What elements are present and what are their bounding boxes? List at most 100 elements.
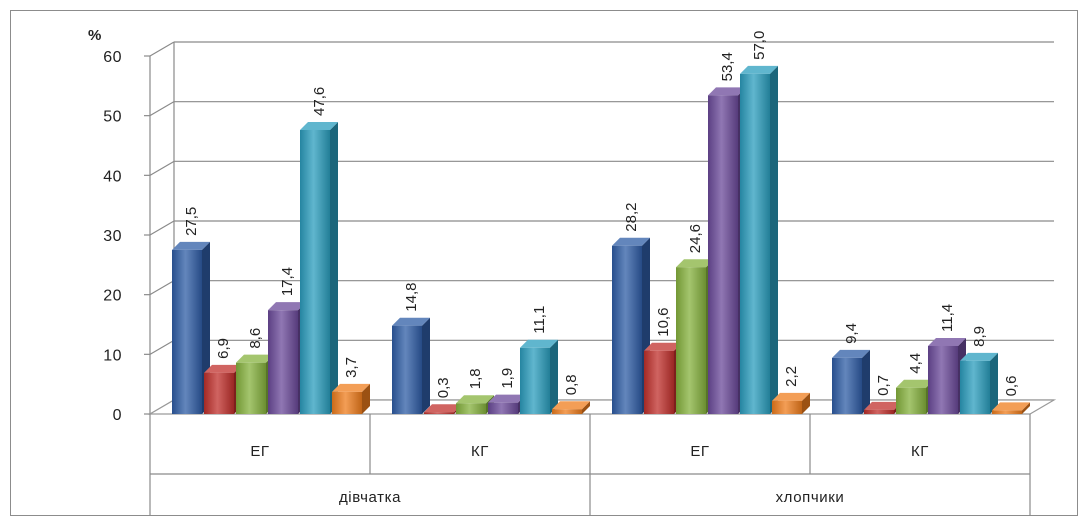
bar-top	[832, 349, 870, 358]
data-label: 0,6	[1003, 376, 1020, 397]
bar-side	[422, 317, 430, 414]
bar-front	[172, 249, 202, 414]
bar-front	[740, 73, 770, 415]
x-axis: ЕГ КГ дівчатка ЕГ КГ хлопчики	[149, 414, 1031, 516]
bar-top	[864, 401, 902, 410]
bar-front	[520, 347, 550, 414]
x-category-label: ЕГ	[250, 443, 269, 460]
x-category-label: КГ	[471, 443, 489, 460]
bar-top	[520, 339, 558, 348]
x-group-label: дівчатка	[339, 489, 401, 506]
gridline-side	[149, 220, 175, 236]
bar	[300, 121, 338, 414]
bar-side	[990, 352, 998, 414]
y-unit-label: %	[88, 27, 101, 44]
data-label: 1,8	[467, 368, 484, 389]
y-tick-label: 60	[103, 49, 122, 66]
data-label: 9,4	[843, 323, 860, 344]
data-label: 4,4	[907, 353, 924, 374]
data-label: 53,4	[719, 52, 736, 81]
bar-top	[332, 383, 370, 392]
bar-side	[550, 339, 558, 414]
bar-top	[456, 395, 494, 404]
bar-front	[676, 267, 706, 414]
bar-top	[268, 302, 306, 311]
bar-front	[300, 129, 330, 414]
bar-front	[896, 387, 926, 414]
bar	[740, 65, 778, 415]
x-group-label: хлопчики	[776, 489, 845, 506]
y-tick-label: 30	[103, 228, 122, 245]
bar-side	[1022, 402, 1030, 414]
bar-top	[612, 237, 650, 246]
data-label: 3,7	[343, 357, 360, 378]
bar	[520, 339, 558, 414]
data-label: 27,5	[183, 207, 200, 236]
bar-top	[236, 354, 274, 363]
bar-top	[172, 241, 210, 250]
bar-front	[392, 325, 422, 414]
gridline-side	[149, 101, 175, 117]
data-label: 11,4	[939, 304, 956, 332]
data-label: 11,1	[531, 306, 548, 334]
bar-side	[362, 383, 370, 414]
bar-top	[708, 87, 746, 96]
bar-top	[392, 317, 430, 326]
gridline-side	[149, 160, 175, 176]
bar-top	[488, 394, 526, 403]
bar-top	[204, 364, 242, 373]
bar-front	[832, 357, 862, 414]
bar-top	[960, 352, 998, 361]
data-label: 10,6	[655, 308, 672, 337]
bar-front	[488, 402, 518, 414]
bar	[960, 352, 998, 414]
bar-front	[708, 95, 738, 414]
bar	[992, 402, 1030, 414]
bar	[392, 317, 430, 414]
bar	[172, 241, 210, 414]
bar-top	[772, 392, 810, 401]
bar-top	[424, 404, 462, 413]
gridline-side	[149, 339, 175, 355]
bar-front	[612, 245, 642, 414]
data-label: 47,6	[311, 87, 328, 116]
data-label: 17,4	[279, 267, 296, 296]
y-tick-label: 40	[103, 168, 122, 185]
data-label: 6,9	[215, 338, 232, 359]
bar	[332, 383, 370, 414]
data-label: 57,0	[751, 31, 768, 60]
bar-top	[896, 379, 934, 388]
bar-front	[332, 391, 362, 414]
bar-front	[644, 350, 674, 414]
bar	[832, 349, 870, 414]
data-label: 0,8	[563, 374, 580, 395]
bar	[772, 392, 810, 414]
bar-top	[300, 121, 338, 130]
data-labels: 27,5 6,9 8,6 17,4 47,6 3,7 14,8 0,3 1,8 1,9 11,1 0,…	[183, 31, 1020, 399]
bar-side	[802, 392, 810, 414]
bar-front	[992, 410, 1022, 414]
bar	[552, 401, 590, 414]
data-label: 1,9	[499, 368, 516, 389]
bar-front	[552, 409, 582, 414]
y-tick-label: 50	[103, 109, 122, 126]
bar-side	[770, 65, 778, 415]
bar-front	[236, 362, 266, 414]
bar-top	[928, 337, 966, 346]
data-label: 8,9	[971, 326, 988, 347]
x-category-label: ЕГ	[690, 443, 709, 460]
bar-side	[862, 349, 870, 414]
bar-front	[456, 403, 486, 414]
bar-side	[330, 121, 338, 414]
data-label: 24,6	[687, 224, 704, 253]
bar-front	[928, 345, 958, 414]
bar-front	[864, 409, 894, 414]
bar-front	[268, 310, 298, 414]
bar-top	[552, 401, 590, 410]
data-label: 8,6	[247, 328, 264, 349]
y-tick-label: 20	[103, 288, 122, 305]
data-label: 2,2	[783, 366, 800, 387]
data-label: 28,2	[623, 203, 640, 232]
bar-top	[676, 259, 714, 268]
